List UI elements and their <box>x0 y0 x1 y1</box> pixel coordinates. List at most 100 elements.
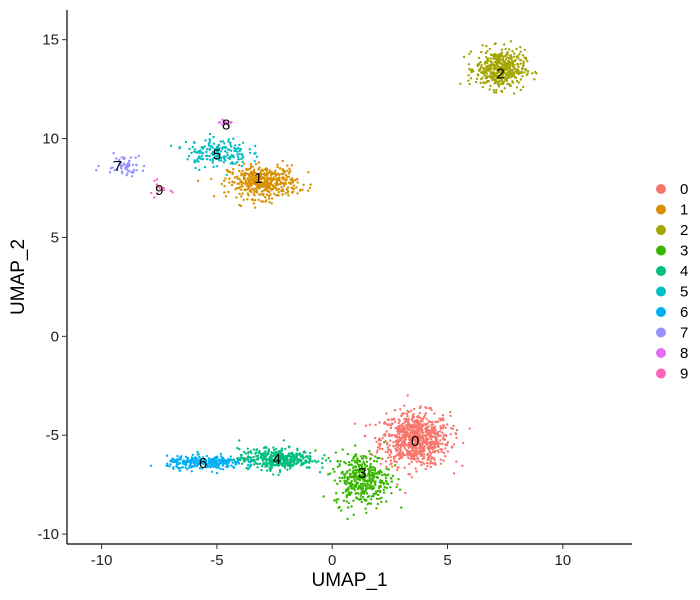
point <box>410 441 413 444</box>
point <box>286 464 290 467</box>
point <box>499 62 503 65</box>
point <box>365 475 368 478</box>
point <box>120 170 124 173</box>
point <box>369 478 372 481</box>
point <box>230 149 233 152</box>
point <box>193 464 197 467</box>
point <box>352 465 356 468</box>
point <box>417 416 420 419</box>
point <box>329 472 332 475</box>
point <box>467 74 470 77</box>
point <box>422 455 425 459</box>
point <box>424 426 427 430</box>
point <box>507 67 511 70</box>
point <box>370 495 373 498</box>
point <box>342 499 346 502</box>
point <box>194 460 198 464</box>
point <box>430 421 433 424</box>
point <box>439 462 443 465</box>
point <box>479 71 483 74</box>
point <box>376 449 379 452</box>
point <box>443 438 446 441</box>
point <box>426 462 429 465</box>
point <box>508 82 511 86</box>
point <box>301 188 304 191</box>
point <box>415 460 418 463</box>
point <box>373 472 376 475</box>
point <box>374 490 378 493</box>
point <box>399 448 403 451</box>
point <box>277 450 280 453</box>
point <box>269 177 272 181</box>
point <box>180 455 183 458</box>
point <box>245 188 248 191</box>
point <box>349 492 352 495</box>
point <box>495 80 498 83</box>
point <box>354 475 357 479</box>
point <box>212 165 215 169</box>
point <box>404 420 407 423</box>
point <box>243 171 247 175</box>
point <box>481 44 484 47</box>
point <box>149 464 153 467</box>
point <box>378 456 381 460</box>
point <box>115 168 118 171</box>
point <box>97 164 100 168</box>
point <box>237 158 240 161</box>
point <box>188 466 191 469</box>
cluster-0-points <box>353 394 471 495</box>
point <box>449 414 452 418</box>
point <box>246 463 250 467</box>
point <box>202 462 206 466</box>
point <box>213 148 216 151</box>
point <box>512 92 516 95</box>
point <box>262 446 266 450</box>
point <box>373 482 377 485</box>
point <box>523 71 526 74</box>
point <box>311 460 314 463</box>
point <box>399 443 402 447</box>
point <box>231 171 234 174</box>
point <box>198 455 201 459</box>
point <box>196 159 199 162</box>
point <box>504 58 508 61</box>
point <box>261 200 265 203</box>
point <box>125 174 128 177</box>
point <box>220 156 223 160</box>
point <box>272 446 275 449</box>
point <box>375 472 378 475</box>
point <box>123 157 126 160</box>
point <box>385 480 388 483</box>
point <box>492 57 495 60</box>
legend-key-5 <box>656 286 666 297</box>
point <box>406 423 409 427</box>
point <box>211 463 215 466</box>
point <box>211 161 214 164</box>
point <box>492 78 495 81</box>
point <box>534 70 537 74</box>
cluster-9-points <box>150 178 174 199</box>
point <box>385 467 388 470</box>
point <box>126 172 129 175</box>
point <box>283 460 287 463</box>
point <box>533 78 536 81</box>
point <box>496 57 499 60</box>
point <box>392 455 395 458</box>
point <box>352 455 356 459</box>
point <box>356 468 360 472</box>
point <box>439 458 442 461</box>
point <box>376 446 380 449</box>
point <box>95 169 98 172</box>
point <box>519 46 522 49</box>
point <box>225 462 228 466</box>
legend-label-7: 7 <box>680 325 688 342</box>
point <box>407 436 411 439</box>
point <box>341 476 344 480</box>
point <box>252 187 255 190</box>
point <box>254 144 257 148</box>
point <box>410 418 414 422</box>
point <box>398 438 401 442</box>
point <box>198 156 201 159</box>
point <box>236 175 239 178</box>
point <box>385 465 388 468</box>
